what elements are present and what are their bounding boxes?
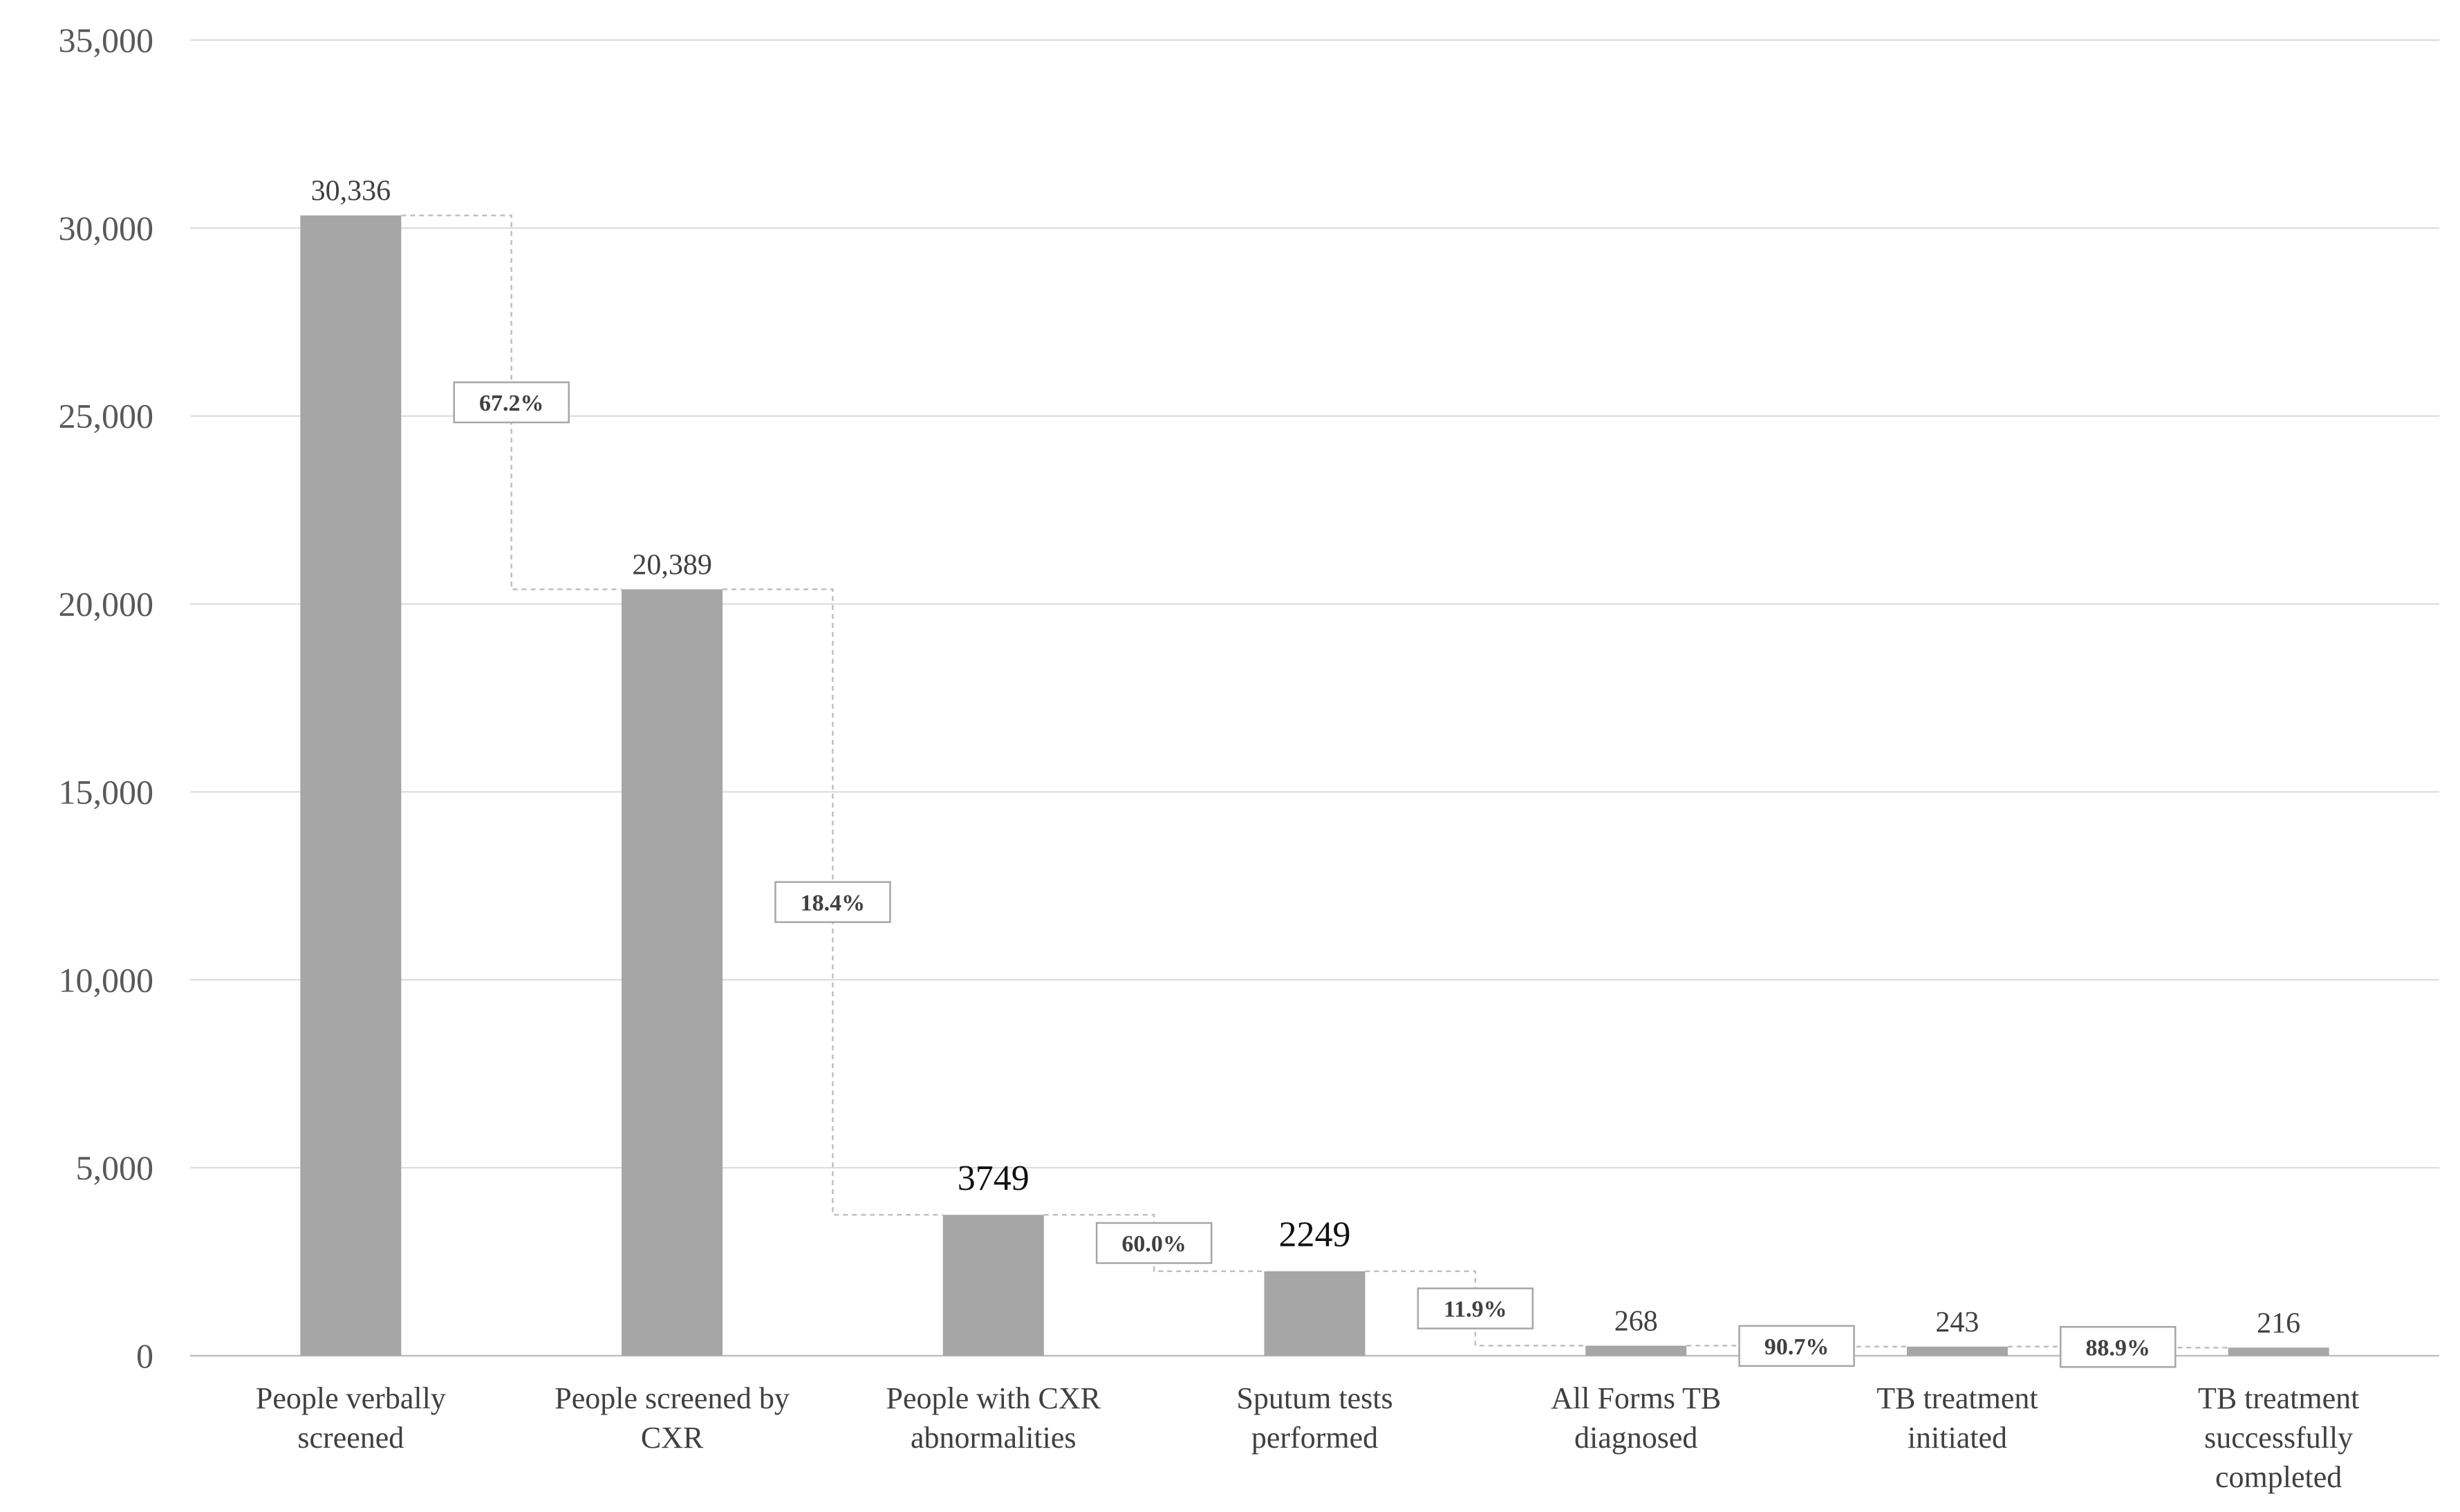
y-tick-label: 5,000 <box>76 1148 154 1187</box>
step-percentage-box <box>1095 1222 1213 1264</box>
category-label: abnormalities <box>911 1421 1077 1455</box>
y-tick-label: 10,000 <box>59 960 154 999</box>
category-label: Sputum tests <box>1236 1381 1392 1415</box>
bar <box>942 1215 1044 1356</box>
x-axis-category-labels: People verbally screened People screened b… <box>256 1381 2359 1494</box>
category-label: CXR <box>641 1421 704 1455</box>
category-label: People screened by <box>555 1381 790 1415</box>
category-label: performed <box>1251 1421 1378 1455</box>
category-label: TB treatment <box>2198 1381 2359 1415</box>
step-percentage-label: 67.2% <box>479 391 544 416</box>
step-percentage-box <box>2060 1326 2177 1368</box>
category-label: initiated <box>1908 1421 2007 1455</box>
bar <box>300 215 402 1356</box>
value-label: 30,336 <box>311 176 391 207</box>
step-percentage-label: 18.4% <box>801 890 866 916</box>
step-percentage-label: 90.7% <box>1764 1334 1829 1360</box>
bar <box>1906 1346 2008 1356</box>
gridlines <box>190 39 2439 1357</box>
y-tick-label: 0 <box>136 1336 153 1375</box>
step-percentage-label: 60.0% <box>1121 1231 1186 1257</box>
category-label: All Forms TB <box>1551 1381 1721 1415</box>
y-tick-label: 20,000 <box>59 585 154 624</box>
y-tick-label: 25,000 <box>59 397 154 436</box>
bar <box>1264 1271 1366 1356</box>
y-tick-label: 15,000 <box>59 772 154 811</box>
step-percentage-box <box>774 881 891 924</box>
step-percentage-labels: 67.2% 18.4% 60.0% 11.9% 90.7% 88.9% <box>453 381 2177 1368</box>
bar <box>622 589 723 1356</box>
bar <box>1585 1345 1687 1356</box>
category-label: screened <box>297 1421 404 1455</box>
category-label: diagnosed <box>1574 1421 1697 1455</box>
step-percentage-box <box>1738 1325 1855 1368</box>
category-label: successfully <box>2204 1421 2353 1455</box>
value-label: 3749 <box>958 1159 1029 1198</box>
step-percentage-label: 11.9% <box>1444 1297 1507 1323</box>
category-label: People verbally <box>256 1381 446 1415</box>
value-label: 2249 <box>1279 1215 1351 1255</box>
step-percentage-label: 88.9% <box>2086 1335 2151 1361</box>
step-percentage-box <box>453 381 570 424</box>
value-label: 20,389 <box>632 549 712 581</box>
y-tick-label: 30,000 <box>59 209 154 248</box>
y-axis-tick-labels: 0 5,000 10,000 15,000 20,000 25,000 30,000 35,0… <box>59 21 154 1375</box>
category-label: People with CXR <box>886 1381 1101 1415</box>
bars <box>300 215 2329 1356</box>
step-percentage-box <box>1417 1287 1534 1329</box>
value-label: 243 <box>1935 1307 1979 1338</box>
value-labels: 30,336 20,389 3749 2249 268 243 216 <box>311 176 2301 1340</box>
category-label: completed <box>2215 1460 2342 1494</box>
value-label: 216 <box>2257 1307 2300 1339</box>
bar <box>2228 1347 2329 1356</box>
value-label: 268 <box>1614 1305 1658 1337</box>
category-label: TB treatment <box>1876 1381 2038 1415</box>
y-tick-label: 35,000 <box>59 21 154 59</box>
